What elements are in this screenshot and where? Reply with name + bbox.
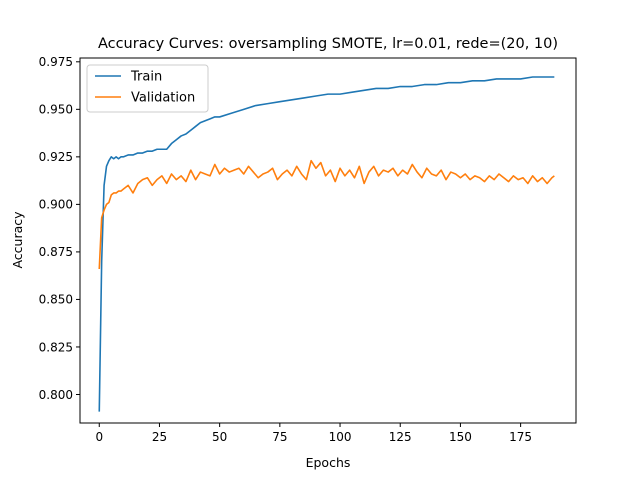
x-axis-label: Epochs [306, 455, 351, 470]
x-tick-label: 125 [389, 430, 412, 444]
series-line-validation [98, 159, 555, 270]
y-axis-label: Accuracy [10, 211, 25, 269]
y-tick-label: 0.900 [39, 198, 73, 212]
x-axis-ticks: 0 25 50 75 100 125 150 175 [95, 423, 532, 444]
y-tick-label: 0.800 [39, 388, 73, 402]
legend-label-validation: Validation [131, 91, 195, 106]
y-axis-ticks: 0.800 0.825 0.850 0.875 0.900 0.925 0.950 0.975 [39, 55, 80, 402]
y-tick-label: 0.925 [39, 150, 73, 164]
x-tick-label: 100 [329, 430, 352, 444]
legend-label-train: Train [130, 70, 162, 85]
y-tick-label: 0.850 [39, 293, 73, 307]
y-tick-label: 0.825 [39, 340, 73, 354]
series-line-train [98, 76, 555, 412]
legend: Train Validation [86, 64, 209, 113]
x-tick-label: 75 [272, 430, 287, 444]
plot-area-frame [79, 57, 577, 424]
y-tick-label: 0.875 [39, 245, 73, 259]
y-tick-label: 0.975 [39, 55, 73, 69]
x-tick-label: 175 [509, 430, 532, 444]
series-lines [98, 76, 555, 412]
x-tick-label: 50 [212, 430, 227, 444]
x-tick-label: 150 [449, 430, 472, 444]
x-tick-label: 0 [95, 430, 103, 444]
chart-title: Accuracy Curves: oversampling SMOTE, lr=… [98, 36, 558, 52]
y-tick-label: 0.950 [39, 103, 73, 117]
x-tick-label: 25 [152, 430, 167, 444]
